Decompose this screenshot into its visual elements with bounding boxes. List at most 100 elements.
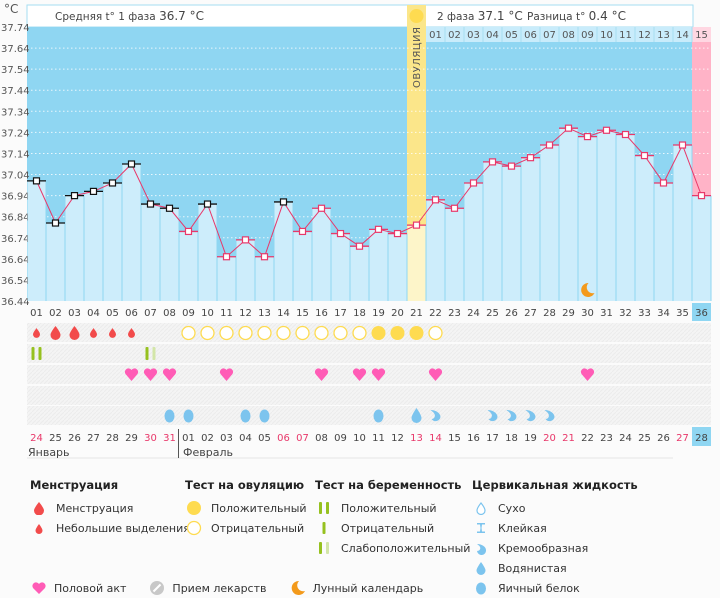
ovulation-test-negative-icon <box>238 325 253 341</box>
temp-bar <box>350 246 369 301</box>
legend-item: Отрицательный <box>211 521 305 535</box>
temp-point <box>602 126 611 134</box>
temp-point <box>127 160 136 168</box>
temp-bar <box>274 201 293 301</box>
calendar-date-label: 01 <box>182 433 195 444</box>
y-tick-label: 36.74 <box>1 234 30 245</box>
calendar-date-label: 18 <box>505 433 518 444</box>
heart-icon <box>124 368 139 381</box>
temp-bar <box>103 182 122 301</box>
post-ovulation-day-label: 10 <box>600 30 613 41</box>
cycle-day-label: 19 <box>372 308 385 319</box>
post-ovulation-day-label: 01 <box>429 30 442 41</box>
temp-point <box>336 229 345 238</box>
drop-big-icon <box>30 500 48 516</box>
egg-white-icon <box>472 580 490 596</box>
temp-point <box>374 225 383 233</box>
cycle-day-label: 27 <box>524 308 537 319</box>
temp-bar <box>483 161 502 301</box>
circle-outline-icon <box>185 520 203 536</box>
cycle-day-label: 32 <box>619 308 632 319</box>
temp-bar <box>654 182 673 301</box>
calendar-date-label: 12 <box>391 433 404 444</box>
post-ovulation-day-label: 06 <box>524 30 537 41</box>
post-ovulation-day-label: 12 <box>638 30 651 41</box>
y-tick-label: 36.94 <box>1 192 30 203</box>
legend-item: Лунный календарь <box>312 581 424 595</box>
cycle-day-label: 03 <box>68 308 81 319</box>
cycle-day-label: 34 <box>657 308 670 319</box>
calendar-date-label: 30 <box>144 433 157 444</box>
calendar-date-label: 26 <box>657 433 670 444</box>
cycle-day-label: 25 <box>486 308 499 319</box>
cycle-day-label: 18 <box>353 308 366 319</box>
temp-bar <box>597 130 616 301</box>
cycle-day-label: 26 <box>505 308 518 319</box>
menstruation-drop-icon <box>109 328 116 338</box>
temp-bar <box>464 182 483 301</box>
legend-ovulation-test: Тест на овуляцию Положительный Отрицател… <box>185 478 307 538</box>
legend-item: Половой акт <box>54 581 127 595</box>
calendar-date-label: 07 <box>296 433 309 444</box>
legend-item: Небольшие выделения <box>56 521 190 535</box>
temp-bar <box>388 233 407 301</box>
temp-point <box>89 187 98 195</box>
y-tick-label: 37.44 <box>1 86 30 97</box>
ovulation-test-negative-icon <box>181 325 196 341</box>
pill-icon <box>148 580 166 596</box>
calendar-date-label: 29 <box>125 433 138 444</box>
cycle-day-label: 17 <box>334 308 347 319</box>
creamy-icon <box>430 410 441 422</box>
calendar-date-label: 14 <box>429 433 442 444</box>
day-highlight <box>692 303 711 321</box>
temp-point <box>203 200 212 208</box>
temp-point <box>184 227 193 236</box>
temp-point <box>146 200 155 208</box>
calendar-date-label: 02 <box>201 433 214 444</box>
sticky-icon <box>472 520 490 536</box>
moon-icon <box>581 282 595 297</box>
temp-point <box>488 158 497 166</box>
temp-bar <box>255 256 274 301</box>
cycle-day-label: 35 <box>676 308 689 319</box>
unit-label: °C <box>4 2 18 16</box>
calendar-date-label: 09 <box>334 433 347 444</box>
cycle-day-label: 21 <box>410 308 423 319</box>
phase2-label: 2 фаза 37.1 °C <box>437 9 523 23</box>
ovulation-test-negative-icon <box>295 325 310 341</box>
temp-bar <box>578 136 597 301</box>
temp-bar <box>692 195 711 301</box>
creamy-icon <box>487 410 498 422</box>
legend-item: Кремообразная <box>498 541 589 555</box>
legend-item: Слабоположительный <box>341 541 471 555</box>
pregnancy-test-bar <box>152 347 156 360</box>
post-ovulation-day-label: 05 <box>505 30 518 41</box>
y-tick-label: 37.14 <box>1 149 30 160</box>
cycle-day-label: 24 <box>467 308 480 319</box>
temp-point <box>241 236 250 244</box>
temp-point <box>51 219 60 227</box>
heart-icon <box>30 580 48 596</box>
pregnancy-test-bar <box>145 347 149 360</box>
legend-item: Яичный белок <box>498 581 580 595</box>
calendar-date-label: 16 <box>467 433 480 444</box>
cycle-day-label: 09 <box>182 308 195 319</box>
temp-bar <box>122 164 141 301</box>
bbt-chart: °C Средняя t° 1 фаза 36.7 °C 2 фаза 37.1… <box>1 2 712 459</box>
temp-point <box>108 179 117 187</box>
temp-point <box>279 198 288 206</box>
cycle-day-label: 05 <box>106 308 119 319</box>
temp-bar <box>502 166 521 301</box>
calendar-date-label: 06 <box>277 433 290 444</box>
post-ovulation-day-label: 03 <box>467 30 480 41</box>
cycle-day-label: 06 <box>125 308 138 319</box>
temp-point <box>640 151 649 160</box>
event-row <box>27 406 711 425</box>
legend-title: Цервикальная жидкость <box>472 478 638 492</box>
ovulation-test-negative-icon <box>314 325 329 341</box>
heart-icon <box>580 368 595 381</box>
temp-bar <box>312 208 331 301</box>
temp-bar <box>27 180 46 301</box>
temp-point <box>583 133 592 141</box>
legend-item: Положительный <box>211 501 307 515</box>
